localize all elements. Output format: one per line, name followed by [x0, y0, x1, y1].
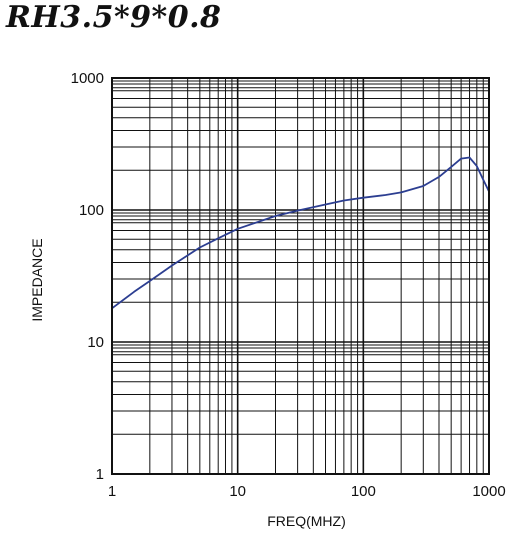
grid — [111, 78, 489, 475]
x-tick-label: 10 — [229, 483, 246, 500]
tick-labels: 1 10 100 1000 1 10 100 1000 — [71, 70, 506, 500]
y-tick-label: 1 — [96, 466, 104, 483]
x-tick-label: 100 — [351, 483, 376, 500]
x-axis-label: FREQ(MHZ) — [267, 513, 346, 529]
impedance-curve — [111, 156, 490, 310]
y-tick-label: 10 — [87, 334, 104, 351]
x-tick-label: 1000 — [472, 483, 505, 500]
curve-layer — [111, 156, 490, 310]
x-tick-label: 1 — [108, 483, 116, 500]
y-tick-label: 1000 — [71, 70, 104, 87]
plot-frame — [111, 77, 490, 475]
y-axis-label: IMPEDANCE — [29, 238, 45, 321]
y-tick-label: 100 — [79, 202, 104, 219]
chart-title: RH3.5*9*0.8 — [6, 0, 222, 35]
